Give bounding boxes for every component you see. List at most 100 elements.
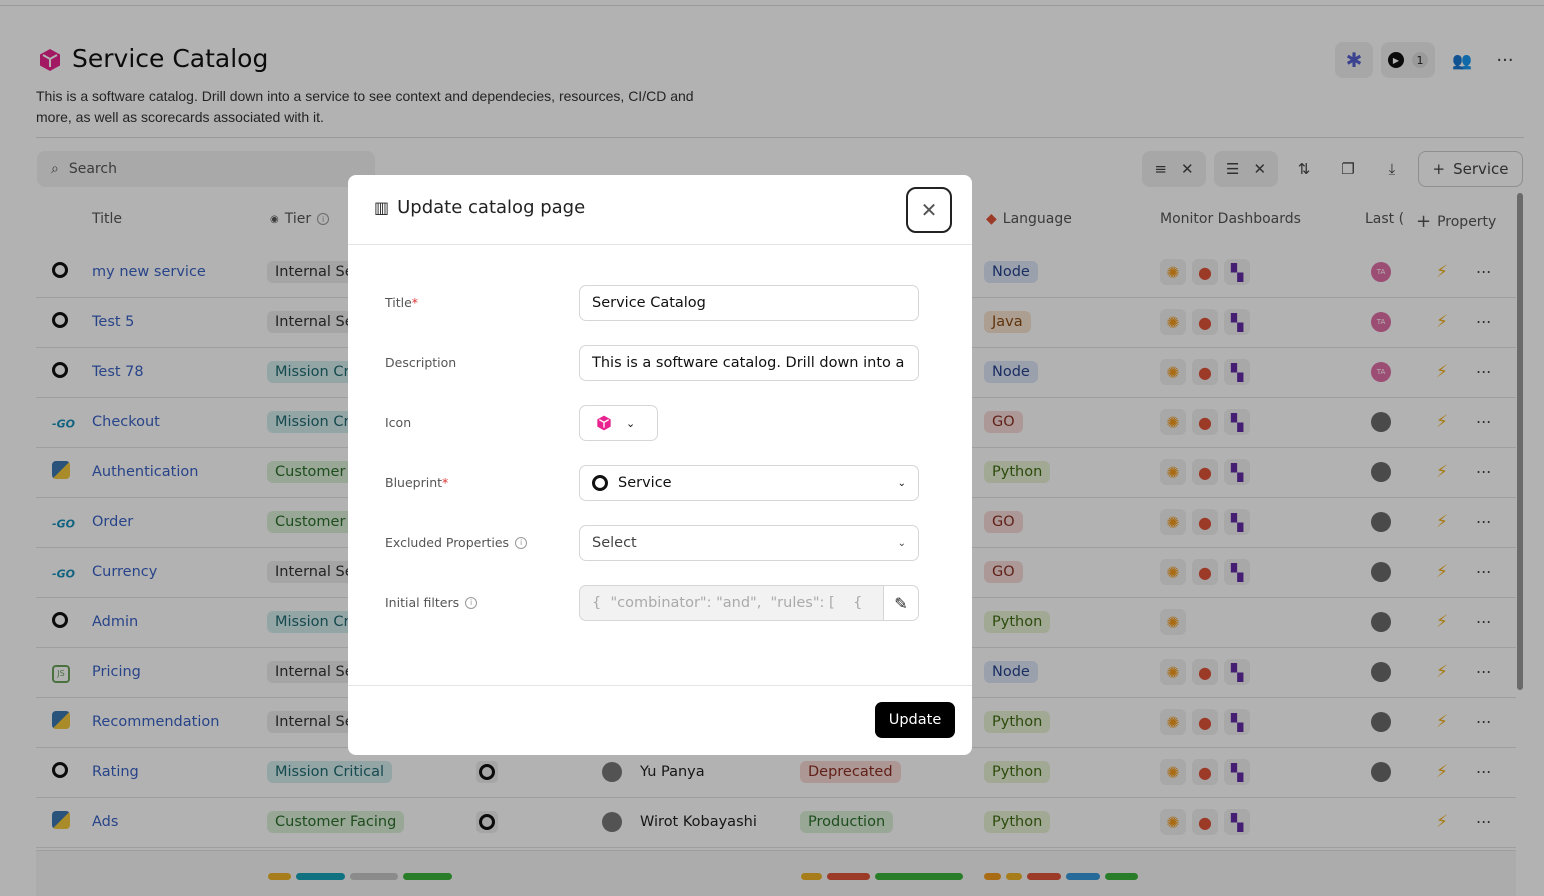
scrollbar[interactable]	[1517, 193, 1523, 690]
grafana-icon[interactable]: ✺	[1160, 659, 1186, 685]
bolt-icon[interactable]: ⚡	[1436, 262, 1448, 282]
service-title-link[interactable]: my new service	[92, 264, 206, 280]
grafana-icon[interactable]: ✺	[1160, 459, 1186, 485]
runs-button[interactable]: ▶ 1	[1381, 42, 1435, 78]
prometheus-icon[interactable]: ●	[1192, 709, 1218, 735]
clear-filter-icon[interactable]: ✕	[1181, 160, 1194, 178]
info-icon[interactable]: i	[515, 536, 528, 549]
grafana-icon[interactable]: ✺	[1160, 309, 1186, 335]
graph-view-button[interactable]: ✱	[1335, 42, 1373, 78]
table-row[interactable]: Test 78 Mission Crit Node ✺ ● ▚ TA ⚡ ···	[36, 347, 1516, 397]
row-menu-icon[interactable]: ···	[1476, 812, 1492, 832]
users-button[interactable]: 👥	[1446, 42, 1478, 78]
close-button[interactable]: ✕	[906, 187, 952, 233]
prometheus-icon[interactable]: ●	[1192, 459, 1218, 485]
prometheus-icon[interactable]: ●	[1192, 409, 1218, 435]
grafana-icon[interactable]: ✺	[1160, 559, 1186, 585]
bolt-icon[interactable]: ⚡	[1436, 712, 1448, 732]
table-row[interactable]: Rating Mission Critical Yu Panya Depreca…	[36, 747, 1516, 797]
table-row[interactable]: Test 5 Internal Ser Java ✺ ● ▚ TA ⚡ ···	[36, 297, 1516, 347]
prometheus-icon[interactable]: ●	[1192, 359, 1218, 385]
github-icon[interactable]	[476, 811, 498, 833]
col-language[interactable]: ◆ Language	[986, 211, 1072, 227]
table-row[interactable]: Ads Customer Facing Wirot Kobayashi Prod…	[36, 797, 1516, 847]
grafana-icon[interactable]: ✺	[1160, 509, 1186, 535]
table-row[interactable]: -GO Currency Internal Ser GO ✺ ● ▚ ⚡ ···	[36, 547, 1516, 597]
bolt-icon[interactable]: ⚡	[1436, 612, 1448, 632]
prometheus-icon[interactable]: ●	[1192, 659, 1218, 685]
prometheus-icon[interactable]: ●	[1192, 759, 1218, 785]
row-menu-icon[interactable]: ···	[1476, 412, 1492, 432]
bolt-icon[interactable]: ⚡	[1436, 362, 1448, 382]
grafana-icon[interactable]: ✺	[1160, 409, 1186, 435]
row-menu-icon[interactable]: ···	[1476, 662, 1492, 682]
service-title-link[interactable]: Authentication	[92, 464, 199, 480]
prometheus-icon[interactable]: ●	[1192, 509, 1218, 535]
grafana-icon[interactable]: ✺	[1160, 809, 1186, 835]
prometheus-icon[interactable]: ●	[1192, 259, 1218, 285]
datadog-icon[interactable]: ▚	[1224, 709, 1250, 735]
row-menu-icon[interactable]: ···	[1476, 762, 1492, 782]
columns-button[interactable]: ☰ ✕	[1214, 151, 1278, 187]
row-menu-icon[interactable]: ···	[1476, 512, 1492, 532]
datadog-icon[interactable]: ▚	[1224, 259, 1250, 285]
bolt-icon[interactable]: ⚡	[1436, 312, 1448, 332]
datadog-icon[interactable]: ▚	[1224, 409, 1250, 435]
bolt-icon[interactable]: ⚡	[1436, 462, 1448, 482]
col-monitor[interactable]: Monitor Dashboards	[1160, 211, 1301, 227]
table-row[interactable]: -GO Checkout Mission Crit GO ✺ ● ▚ ⚡ ···	[36, 397, 1516, 447]
edit-filters-button[interactable]: ✎	[883, 585, 919, 621]
row-menu-icon[interactable]: ···	[1476, 562, 1492, 582]
row-menu-icon[interactable]: ···	[1476, 312, 1492, 332]
download-button[interactable]: ⤓	[1378, 151, 1406, 187]
copy-button[interactable]: ❐	[1334, 151, 1362, 187]
service-title-link[interactable]: Test 5	[92, 314, 135, 330]
service-title-link[interactable]: Order	[92, 514, 134, 530]
table-row[interactable]: -GO Order Customer F GO ✺ ● ▚ ⚡ ···	[36, 497, 1516, 547]
prometheus-icon[interactable]: ●	[1192, 309, 1218, 335]
prometheus-icon[interactable]: ●	[1192, 559, 1218, 585]
col-title[interactable]: Title	[92, 211, 122, 227]
datadog-icon[interactable]: ▚	[1224, 359, 1250, 385]
grafana-icon[interactable]: ✺	[1160, 259, 1186, 285]
info-icon[interactable]: i	[465, 596, 478, 609]
bolt-icon[interactable]: ⚡	[1436, 512, 1448, 532]
datadog-icon[interactable]: ▚	[1224, 659, 1250, 685]
table-row[interactable]: Admin Mission Crit Python ✺ ⚡ ···	[36, 597, 1516, 647]
service-title-link[interactable]: Ads	[92, 814, 119, 830]
col-last[interactable]: Last (	[1365, 211, 1407, 227]
table-row[interactable]: Authentication Customer F Python ✺ ● ▚ ⚡ ···	[36, 447, 1516, 497]
service-title-link[interactable]: Pricing	[92, 664, 141, 680]
bolt-icon[interactable]: ⚡	[1436, 412, 1448, 432]
info-icon[interactable]: i	[317, 213, 330, 225]
row-menu-icon[interactable]: ···	[1476, 462, 1492, 482]
add-service-button[interactable]: + Service	[1418, 151, 1523, 187]
datadog-icon[interactable]: ▚	[1224, 509, 1250, 535]
grafana-icon[interactable]: ✺	[1160, 609, 1186, 635]
more-icon[interactable]: ···	[1496, 49, 1514, 71]
sort-button[interactable]: ⇅	[1290, 151, 1318, 187]
github-icon[interactable]	[476, 761, 498, 783]
row-menu-icon[interactable]: ···	[1476, 262, 1492, 282]
prometheus-icon[interactable]: ●	[1192, 809, 1218, 835]
col-tier[interactable]: ◉ Tier i	[270, 211, 330, 227]
service-title-link[interactable]: Admin	[92, 614, 139, 630]
row-menu-icon[interactable]: ···	[1476, 362, 1492, 382]
datadog-icon[interactable]: ▚	[1224, 759, 1250, 785]
blueprint-select[interactable]: Service ⌄	[579, 465, 919, 501]
excluded-select[interactable]: Select ⌄	[579, 525, 919, 561]
add-property-button[interactable]: + Property	[1416, 211, 1497, 232]
datadog-icon[interactable]: ▚	[1224, 809, 1250, 835]
bolt-icon[interactable]: ⚡	[1436, 812, 1448, 832]
service-title-link[interactable]: Rating	[92, 764, 139, 780]
icon-picker[interactable]: ⌄	[579, 405, 658, 441]
grafana-icon[interactable]: ✺	[1160, 759, 1186, 785]
table-row[interactable]: my new service Internal Ser Node ✺ ● ▚ TA ⚡ ··…	[36, 247, 1516, 297]
datadog-icon[interactable]: ▚	[1224, 459, 1250, 485]
row-menu-icon[interactable]: ···	[1476, 612, 1492, 632]
grafana-icon[interactable]: ✺	[1160, 359, 1186, 385]
title-field[interactable]: Service Catalog	[579, 285, 919, 321]
service-title-link[interactable]: Checkout	[92, 414, 160, 430]
search-input[interactable]: ⌕ Search	[37, 151, 375, 187]
service-title-link[interactable]: Currency	[92, 564, 158, 580]
